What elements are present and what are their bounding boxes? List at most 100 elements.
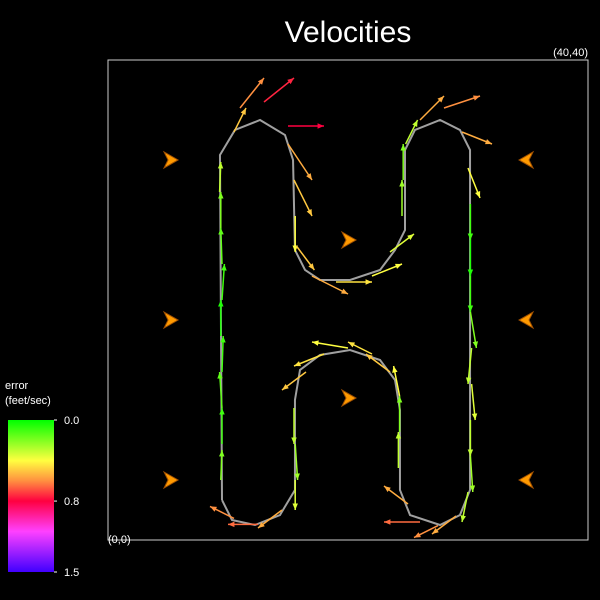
- velocity-arrow: [469, 311, 479, 349]
- arrow-head: [257, 78, 264, 85]
- velocity-arrow: [219, 449, 225, 481]
- corner-label: (0,0): [108, 534, 131, 546]
- chart-title: Velocities: [285, 16, 412, 49]
- arrow-head: [221, 264, 227, 271]
- velocity-arrow: [395, 432, 402, 468]
- arrow-head: [384, 486, 391, 493]
- arrow-head: [467, 449, 474, 456]
- velocity-arrow: [221, 263, 227, 301]
- arrow-head: [467, 269, 474, 276]
- velocity-arrow: [291, 408, 297, 444]
- velocity-arrow: [239, 77, 265, 109]
- sensor-marker: [518, 470, 535, 490]
- arrow-head: [437, 96, 444, 103]
- velocity-arrow: [399, 180, 405, 216]
- velocity-arrow: [220, 335, 226, 373]
- arrow-head: [217, 372, 223, 379]
- arrow-head: [287, 78, 294, 85]
- velocity-arrow: [209, 505, 235, 520]
- velocity-arrow: [467, 420, 474, 456]
- arrow-head: [210, 506, 217, 512]
- velocity-arrow: [292, 480, 298, 510]
- arrow-head: [471, 413, 478, 420]
- sensor-marker: [340, 388, 358, 408]
- velocity-arrow: [467, 204, 474, 240]
- velocity-arrow: [400, 144, 406, 180]
- velocity-arrow: [461, 131, 493, 145]
- velocity-arrow: [218, 227, 224, 265]
- velocity-arrow: [384, 519, 420, 525]
- arrow-head: [366, 354, 373, 361]
- sensor-marker: [162, 310, 180, 330]
- arrow-head: [348, 342, 355, 348]
- sensor-marker: [518, 150, 535, 170]
- velocity-arrow: [288, 123, 324, 129]
- arrow-head: [400, 144, 406, 151]
- velocity-arrow: [228, 521, 258, 528]
- arrow-head: [467, 233, 474, 240]
- arrow-head: [432, 527, 439, 534]
- velocity-arrow: [336, 279, 372, 285]
- colorbar-tick-label: 0.8: [64, 496, 79, 508]
- velocity-arrow: [467, 167, 481, 199]
- velocity-arrow: [218, 300, 224, 336]
- arrow-head: [306, 209, 312, 216]
- colorbar: [8, 420, 54, 572]
- arrow-head: [472, 341, 479, 348]
- corner-label: (40,40): [553, 47, 588, 59]
- arrow-head: [365, 279, 372, 285]
- velocity-arrow: [396, 396, 403, 432]
- arrow-head: [399, 180, 405, 187]
- colorbar-label: error: [5, 380, 29, 392]
- arrow-head: [258, 521, 265, 528]
- velocity-arrow: [413, 524, 439, 539]
- arrow-head: [469, 485, 476, 492]
- arrow-head: [218, 228, 224, 235]
- arrow-head: [220, 336, 226, 343]
- arrow-head: [341, 288, 348, 294]
- arrow-shaft: [311, 275, 349, 295]
- arrow-head: [317, 123, 324, 129]
- arrow-head: [294, 361, 301, 367]
- velocity-arrow: [460, 491, 469, 523]
- arrow-head: [217, 162, 224, 169]
- velocity-arrow: [217, 161, 224, 193]
- route-path: [218, 118, 472, 527]
- arrow-head: [460, 515, 466, 522]
- arrow-head: [407, 234, 414, 241]
- colorbar-tick-label: 0.0: [64, 415, 79, 427]
- arrow-head: [414, 532, 421, 538]
- velocity-arrow: [365, 353, 391, 373]
- sensor-marker: [518, 310, 535, 330]
- velocity-arrow: [219, 408, 225, 444]
- colorbar-tick-label: 1.5: [64, 567, 79, 579]
- velocity-arrow: [392, 365, 401, 397]
- velocity-arrow: [257, 509, 283, 529]
- arrow-head: [312, 340, 319, 346]
- arrow-head: [219, 408, 225, 415]
- arrow-head: [396, 396, 403, 403]
- velocity-arrow: [470, 383, 478, 421]
- velocity-arrow: [233, 107, 247, 133]
- arrow-head: [218, 192, 224, 199]
- arrow-head: [240, 108, 246, 115]
- velocity-arrow: [431, 515, 457, 535]
- arrow-head: [294, 473, 300, 480]
- velocity-arrow: [467, 240, 474, 276]
- arrow-head: [306, 173, 312, 180]
- velocity-arrow: [419, 95, 445, 121]
- velocity-arrow: [287, 143, 313, 181]
- arrow-head: [218, 300, 224, 307]
- velocity-arrow: [281, 371, 307, 391]
- colorbar-label: (feet/sec): [5, 395, 51, 407]
- plot-frame: [107, 59, 589, 541]
- arrow-head: [292, 503, 298, 510]
- velocity-arrow: [294, 443, 300, 481]
- velocity-arrow: [389, 233, 415, 253]
- arrow-head: [395, 432, 402, 439]
- arrow-head: [282, 383, 289, 390]
- arrow-head: [473, 95, 480, 101]
- arrow-head: [465, 377, 472, 384]
- arrow-head: [467, 305, 474, 312]
